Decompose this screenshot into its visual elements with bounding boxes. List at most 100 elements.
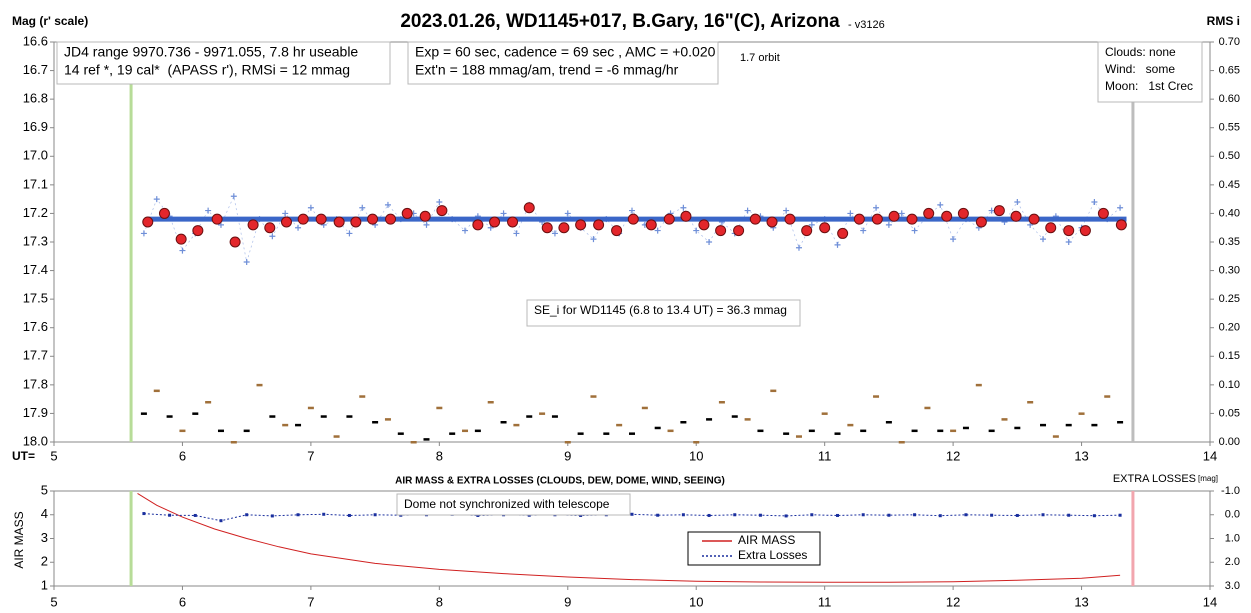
- data-point: [1040, 423, 1047, 427]
- data-point: [885, 421, 892, 424]
- data-point: [205, 401, 212, 404]
- data-point: [654, 426, 661, 430]
- data-point: [539, 412, 546, 415]
- y-tick-label: 17.4: [23, 262, 48, 277]
- data-point: [296, 513, 300, 517]
- y2-tick-label: 0.0: [1225, 509, 1240, 521]
- data-point: [911, 429, 918, 433]
- data-point: [1001, 418, 1008, 421]
- data-point: [423, 438, 430, 441]
- data-point: [810, 513, 814, 517]
- data-point: [681, 513, 685, 517]
- data-point: [888, 210, 900, 222]
- y-tick-label: 16.6: [23, 33, 48, 48]
- data-point: [280, 216, 292, 228]
- x-tick-label: 6: [179, 448, 186, 463]
- series-line: [143, 195, 1121, 263]
- annotation: Ext'n = 188 mmag/am, trend = -6 mmag/hr: [415, 62, 679, 78]
- data-point: [693, 227, 700, 234]
- y2-tick-label: 0.65: [1219, 64, 1240, 76]
- data-point: [611, 225, 623, 237]
- data-point: [307, 204, 314, 211]
- data-point: [297, 213, 309, 225]
- data-point: [808, 429, 815, 433]
- data-point: [663, 213, 675, 225]
- data-point: [733, 513, 737, 517]
- annotation: 14 ref *, 19 cal* (APASS r'), RMSi = 12 …: [64, 62, 350, 78]
- x-tick-label: 12: [946, 594, 960, 609]
- data-point: [744, 207, 751, 214]
- chart-title: AIR MASS & EXTRA LOSSES (CLOUDS, DEW, DO…: [395, 476, 725, 487]
- data-point: [718, 401, 725, 404]
- data-point: [487, 401, 494, 404]
- data-point: [861, 513, 865, 517]
- x-tick-label: 7: [307, 448, 314, 463]
- x-tick-label: 9: [564, 448, 571, 463]
- annotation-box: [407, 41, 719, 85]
- data-point: [923, 207, 935, 219]
- data-point: [367, 213, 379, 225]
- data-point: [282, 210, 289, 217]
- data-point: [401, 207, 413, 219]
- x-tick-label: 13: [1074, 594, 1088, 609]
- y2-tick-label: 0.05: [1219, 407, 1240, 419]
- data-point: [627, 213, 639, 225]
- data-point: [346, 415, 353, 418]
- data-point: [217, 429, 224, 433]
- data-point: [230, 441, 237, 444]
- y-tick-label: 5: [41, 482, 48, 497]
- data-point: [1027, 401, 1034, 404]
- y2-axis-label: RMS i: [1207, 14, 1240, 28]
- data-point: [941, 210, 953, 222]
- data-point: [513, 423, 520, 427]
- y2-tick-label: 0.70: [1219, 36, 1240, 48]
- x-tick-label: 14: [1203, 448, 1217, 463]
- data-point: [153, 196, 160, 203]
- data-point: [707, 513, 711, 517]
- y2-tick-label: 0.55: [1219, 122, 1240, 134]
- y-tick-label: 17.2: [23, 205, 48, 220]
- y2-tick-label: 0.30: [1219, 264, 1240, 276]
- x-tick-label: 10: [689, 448, 703, 463]
- data-point: [333, 435, 340, 438]
- data-point: [693, 441, 700, 444]
- data-point: [211, 213, 223, 225]
- data-point: [783, 207, 790, 214]
- data-point: [320, 415, 327, 418]
- data-point: [140, 230, 147, 237]
- data-point: [1118, 513, 1122, 517]
- data-point: [1014, 199, 1021, 205]
- annotation: Moon: 1st Crec: [1105, 79, 1193, 93]
- data-point: [853, 213, 865, 225]
- y-tick-label: 16.7: [23, 62, 48, 77]
- data-point: [526, 415, 533, 418]
- y-tick-label: 16.9: [23, 119, 48, 134]
- data-point: [423, 221, 430, 228]
- data-point: [1045, 222, 1057, 234]
- y-tick-label: 18.0: [23, 433, 48, 448]
- data-point: [1117, 204, 1124, 211]
- data-point: [350, 216, 362, 228]
- y2-axis-label: EXTRA LOSSES: [1113, 473, 1196, 485]
- data-point: [744, 418, 751, 421]
- data-point: [179, 429, 186, 433]
- data-point: [887, 513, 891, 517]
- data-point: [541, 222, 553, 234]
- data-point: [1092, 514, 1096, 518]
- data-point: [397, 432, 404, 435]
- data-point: [1117, 421, 1124, 424]
- data-point: [436, 406, 443, 410]
- data-point: [1104, 395, 1111, 398]
- data-point: [924, 406, 931, 410]
- x-tick-label: 11: [818, 448, 832, 463]
- data-point: [913, 513, 917, 517]
- y2-axis-unit: [mag]: [1198, 474, 1218, 483]
- data-point: [168, 513, 172, 517]
- annotation: Exp = 60 sec, cadence = 69 sec , AMC = +…: [415, 44, 716, 60]
- data-point: [523, 202, 535, 214]
- data-point: [885, 221, 892, 228]
- data-point: [142, 216, 154, 228]
- data-point: [575, 219, 587, 231]
- data-point: [158, 207, 170, 219]
- series: [140, 412, 1124, 441]
